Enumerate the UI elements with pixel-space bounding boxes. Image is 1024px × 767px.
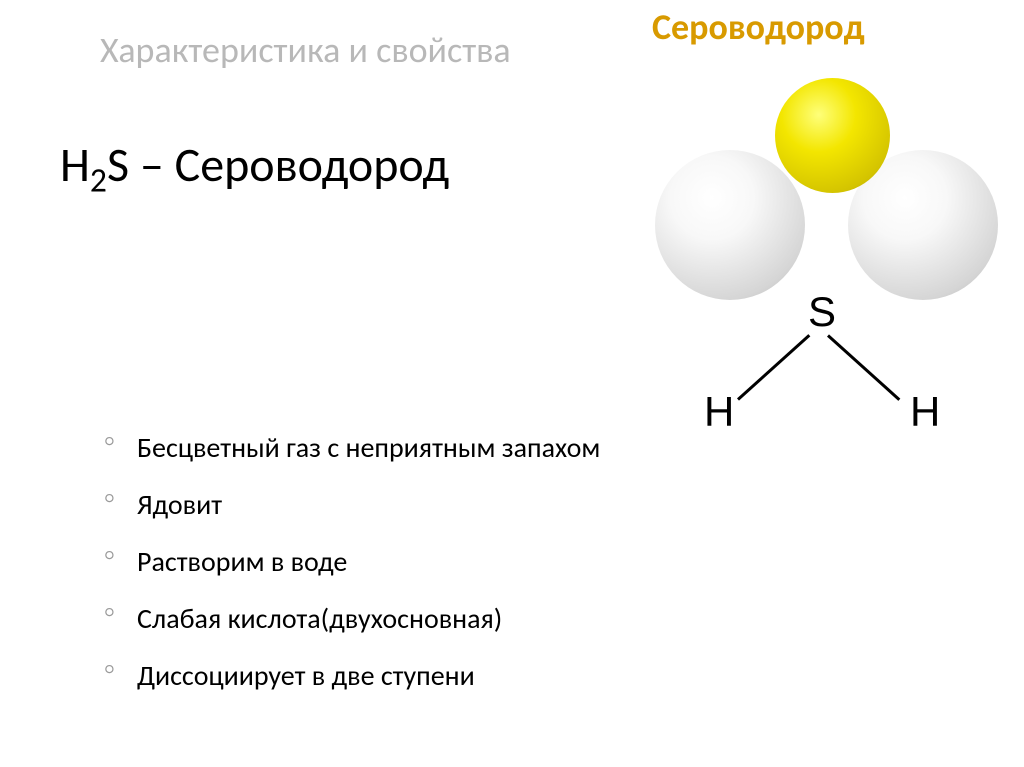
molecule-3d-diagram: S H H (630, 48, 990, 398)
formula-prefix: H (60, 135, 90, 194)
formula-rest: S – Сероводород (107, 135, 449, 194)
list-item: Диссоциирует в две ступени (105, 658, 600, 693)
sulfur-atom-icon (775, 78, 890, 193)
formula-heading: H2S – Сероводород (60, 135, 449, 194)
hydrogen-symbol: H (704, 388, 734, 436)
hydrogen-symbol: H (910, 388, 940, 436)
list-item: Бесцветный газ с неприятным запахом (105, 430, 600, 465)
molecule-label: Сероводород (652, 5, 865, 49)
slide-title: Характеристика и свойства (100, 28, 511, 72)
list-item: Слабая кислота(двухосновная) (105, 601, 600, 636)
bond-line-icon (827, 334, 900, 400)
bond-line-icon (737, 334, 810, 400)
formula-subscript: 2 (90, 161, 107, 202)
slide-root: Характеристика и свойства H2S – Сероводо… (0, 0, 1024, 767)
list-item: Ядовит (105, 487, 600, 522)
properties-list: Бесцветный газ с неприятным запахом Ядов… (105, 430, 600, 715)
hydrogen-atom-icon (655, 150, 805, 300)
structural-formula: S H H (696, 292, 956, 442)
list-item: Растворим в воде (105, 544, 600, 579)
sulfur-symbol: S (808, 288, 836, 336)
